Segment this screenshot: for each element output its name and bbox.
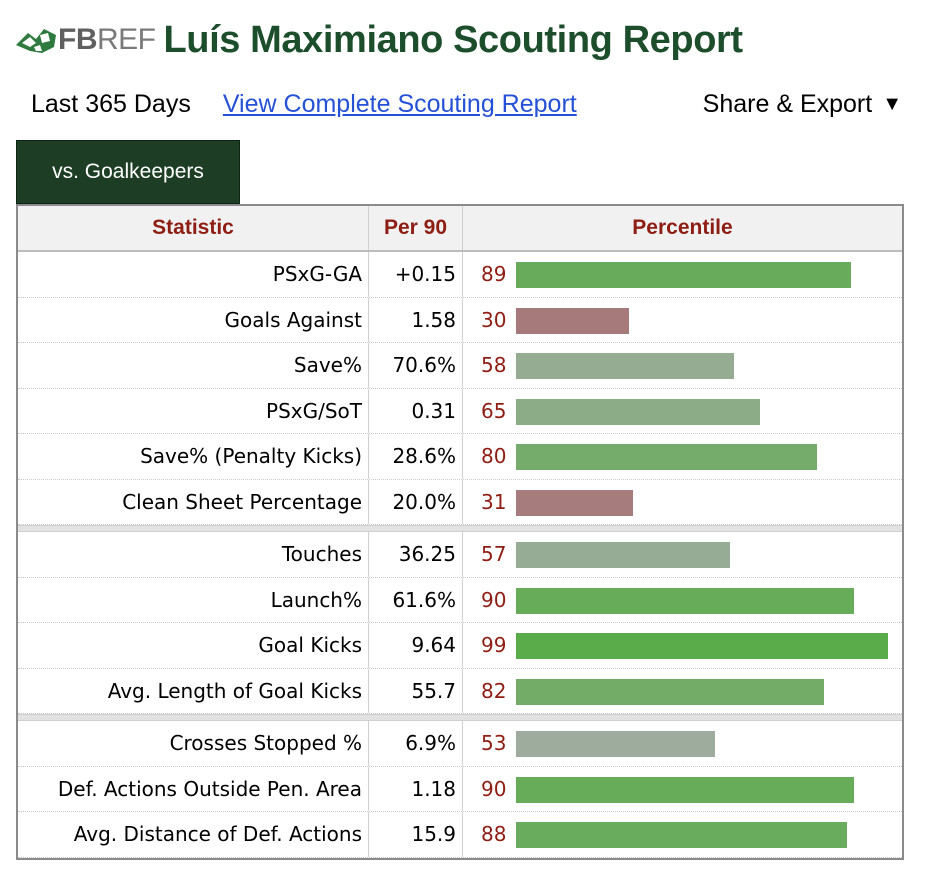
percentile-cell: 99 bbox=[463, 623, 902, 668]
table-row: Avg. Length of Goal Kicks 55.7 82 bbox=[18, 668, 902, 714]
table-row: Avg. Distance of Def. Actions 15.9 88 bbox=[18, 812, 902, 858]
percentile-value: 53 bbox=[481, 731, 507, 756]
per90-value: 55.7 bbox=[369, 668, 463, 713]
stat-name[interactable]: Save% bbox=[18, 343, 369, 388]
page-header: FBREF Luís Maximiano Scouting Report bbox=[14, 14, 743, 66]
percentile-value: 89 bbox=[481, 262, 507, 287]
percentile-cell: 57 bbox=[463, 532, 902, 577]
report-subnav: Last 365 Days View Complete Scouting Rep… bbox=[31, 86, 902, 122]
period-label: Last 365 Days bbox=[31, 89, 191, 118]
per90-value: 36.25 bbox=[369, 532, 463, 577]
stat-name[interactable]: Avg. Distance of Def. Actions bbox=[18, 812, 369, 857]
stat-name[interactable]: Save% (Penalty Kicks) bbox=[18, 434, 369, 479]
per90-value: 28.6% bbox=[369, 434, 463, 479]
stat-name[interactable]: Goals Against bbox=[18, 297, 369, 342]
stat-name[interactable]: Goal Kicks bbox=[18, 623, 369, 668]
header-per90[interactable]: Per 90 bbox=[369, 206, 463, 250]
percentile-bar bbox=[516, 262, 851, 288]
percentile-cell: 31 bbox=[463, 480, 902, 525]
stat-name[interactable]: Touches bbox=[18, 532, 369, 577]
percentile-value: 88 bbox=[481, 822, 507, 847]
scouting-table: Statistic Per 90 Percentile PSxG-GA +0.15… bbox=[16, 204, 904, 860]
header-percentile[interactable]: Percentile bbox=[632, 216, 733, 239]
table-row: PSxG/SoT 0.31 65 bbox=[18, 388, 902, 434]
per90-value: 20.0% bbox=[369, 479, 463, 524]
share-export-menu[interactable]: Share & Export ▼ bbox=[703, 90, 902, 119]
stat-name[interactable]: Launch% bbox=[18, 577, 369, 622]
percentile-bar bbox=[516, 776, 854, 803]
table-row: Crosses Stopped % 6.9% 53 bbox=[18, 721, 902, 767]
per90-value: 1.18 bbox=[369, 766, 463, 811]
percentile-value: 65 bbox=[481, 398, 507, 423]
table-row: Save% (Penalty Kicks) 28.6% 80 bbox=[18, 434, 902, 480]
table-row: Goals Against 1.58 30 bbox=[18, 297, 902, 343]
per90-value: 1.58 bbox=[369, 297, 463, 342]
per90-value: 61.6% bbox=[369, 577, 463, 622]
stat-name[interactable]: PSxG-GA bbox=[18, 252, 369, 297]
percentile-cell: 53 bbox=[463, 721, 902, 766]
percentile-cell: 30 bbox=[463, 298, 902, 343]
tab-vs-goalkeepers[interactable]: vs. Goalkeepers bbox=[16, 140, 240, 204]
per90-value: 15.9 bbox=[369, 812, 463, 857]
percentile-cell: 88 bbox=[463, 812, 902, 857]
table-row: PSxG-GA +0.15 89 bbox=[18, 252, 902, 298]
percentile-bar bbox=[516, 353, 734, 379]
per90-value: 9.64 bbox=[369, 623, 463, 668]
table-row: Touches 36.25 57 bbox=[18, 532, 902, 578]
percentile-bar bbox=[516, 489, 633, 516]
header-statistic[interactable]: Statistic bbox=[18, 206, 369, 250]
group-separator bbox=[18, 525, 902, 532]
stat-name[interactable]: Crosses Stopped % bbox=[18, 721, 369, 766]
percentile-cell: 89 bbox=[463, 252, 902, 297]
percentile-cell: 82 bbox=[463, 669, 902, 714]
percentile-cell: 90 bbox=[463, 767, 902, 812]
table-row: Launch% 61.6% 90 bbox=[18, 577, 902, 623]
percentile-cell: 58 bbox=[463, 343, 902, 388]
percentile-value: 82 bbox=[481, 678, 507, 703]
share-export-label: Share & Export bbox=[702, 89, 873, 118]
per90-value: 0.31 bbox=[369, 388, 463, 433]
table-body: PSxG-GA +0.15 89 Goals Against 1.58 30 Save% 70… bbox=[18, 252, 902, 858]
stat-name[interactable]: PSxG/SoT bbox=[18, 388, 369, 433]
percentile-bar bbox=[516, 678, 824, 705]
table-row: Def. Actions Outside Pen. Area 1.18 90 bbox=[18, 766, 902, 812]
percentile-value: 57 bbox=[481, 542, 507, 567]
percentile-value: 80 bbox=[481, 444, 507, 469]
percentile-bar bbox=[516, 444, 817, 470]
per90-value: 70.6% bbox=[369, 343, 463, 388]
stat-name[interactable]: Clean Sheet Percentage bbox=[18, 479, 369, 524]
page-title: Luís Maximiano Scouting Report bbox=[163, 18, 744, 61]
percentile-value: 90 bbox=[481, 587, 507, 612]
percentile-bar bbox=[516, 587, 854, 614]
percentile-bar bbox=[516, 307, 629, 334]
fbref-wordmark: FBREF bbox=[58, 23, 156, 56]
percentile-value: 99 bbox=[481, 633, 507, 658]
group-separator bbox=[18, 714, 902, 721]
table-row: Save% 70.6% 58 bbox=[18, 343, 902, 389]
percentile-cell: 90 bbox=[463, 578, 902, 623]
table-header: Statistic Per 90 Percentile bbox=[18, 206, 902, 252]
percentile-bar bbox=[516, 398, 760, 425]
table-row: Clean Sheet Percentage 20.0% 31 bbox=[18, 479, 902, 525]
fbref-logo-icon bbox=[16, 29, 56, 53]
percentile-bar bbox=[516, 731, 715, 757]
percentile-cell: 65 bbox=[463, 389, 902, 434]
percentile-value: 58 bbox=[481, 353, 507, 378]
per90-value: 6.9% bbox=[369, 721, 463, 766]
percentile-value: 31 bbox=[481, 489, 507, 514]
percentile-cell: 80 bbox=[463, 434, 902, 479]
stat-name[interactable]: Avg. Length of Goal Kicks bbox=[18, 668, 369, 713]
fbref-logo[interactable]: FBREF bbox=[14, 20, 156, 60]
percentile-bar bbox=[516, 542, 730, 568]
table-row: Goal Kicks 9.64 99 bbox=[18, 623, 902, 669]
percentile-value: 30 bbox=[481, 307, 507, 332]
stat-name[interactable]: Def. Actions Outside Pen. Area bbox=[18, 766, 369, 811]
per90-value: +0.15 bbox=[369, 252, 463, 297]
percentile-bar bbox=[516, 633, 888, 659]
percentile-value: 90 bbox=[481, 776, 507, 801]
percentile-bar bbox=[516, 822, 847, 848]
view-complete-report-link[interactable]: View Complete Scouting Report bbox=[222, 89, 577, 118]
caret-down-icon: ▼ bbox=[882, 92, 902, 115]
